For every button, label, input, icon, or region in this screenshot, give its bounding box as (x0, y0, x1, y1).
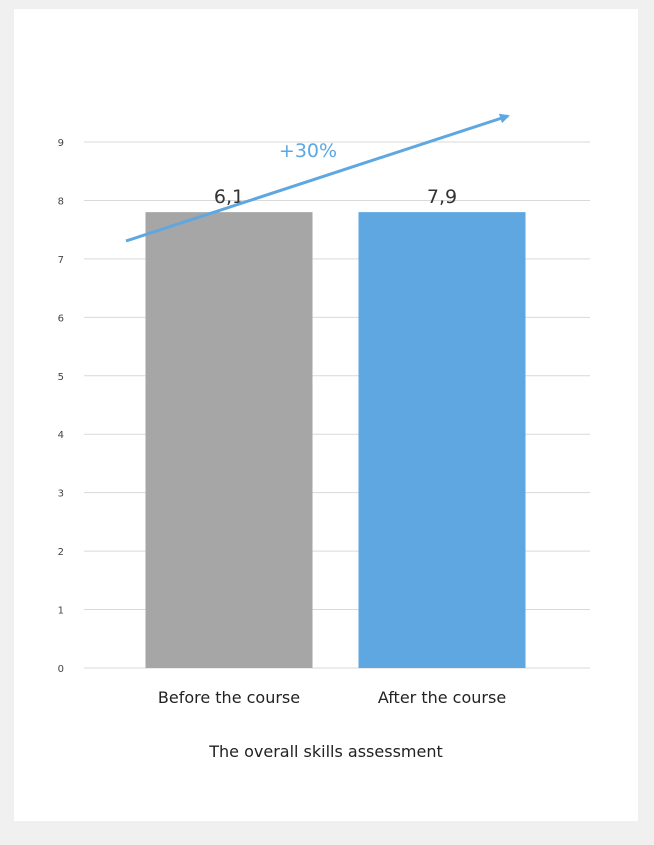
y-tick-label: 0 (58, 664, 64, 675)
y-tick-label: 1 (58, 606, 64, 617)
chart-card (14, 9, 638, 821)
x-axis-categories: Before the course After the course (158, 688, 506, 707)
y-tick-label: 6 (58, 313, 64, 324)
y-tick-label: 4 (58, 430, 64, 441)
x-category-label: Before the course (158, 688, 300, 707)
bar-before (145, 212, 313, 668)
growth-arrow (125, 113, 510, 243)
growth-annotation: +30% (279, 140, 337, 162)
bar-value-label: 7,9 (427, 186, 457, 208)
y-axis-ticks: 0 1 2 3 4 5 6 7 8 9 (58, 138, 64, 675)
y-tick-label: 5 (58, 372, 64, 383)
y-tick-label: 2 (58, 547, 64, 558)
bar-value-label: 6,1 (214, 186, 244, 208)
y-tick-label: 8 (58, 196, 64, 207)
y-tick-label: 3 (58, 489, 64, 500)
bar-after (358, 212, 526, 668)
x-axis-title: The overall skills assessment (208, 742, 443, 761)
y-tick-label: 9 (58, 138, 64, 149)
y-tick-label: 7 (58, 255, 64, 266)
bars (145, 212, 526, 668)
data-labels: 6,1 7,9 (214, 186, 457, 208)
x-category-label: After the course (378, 688, 506, 707)
